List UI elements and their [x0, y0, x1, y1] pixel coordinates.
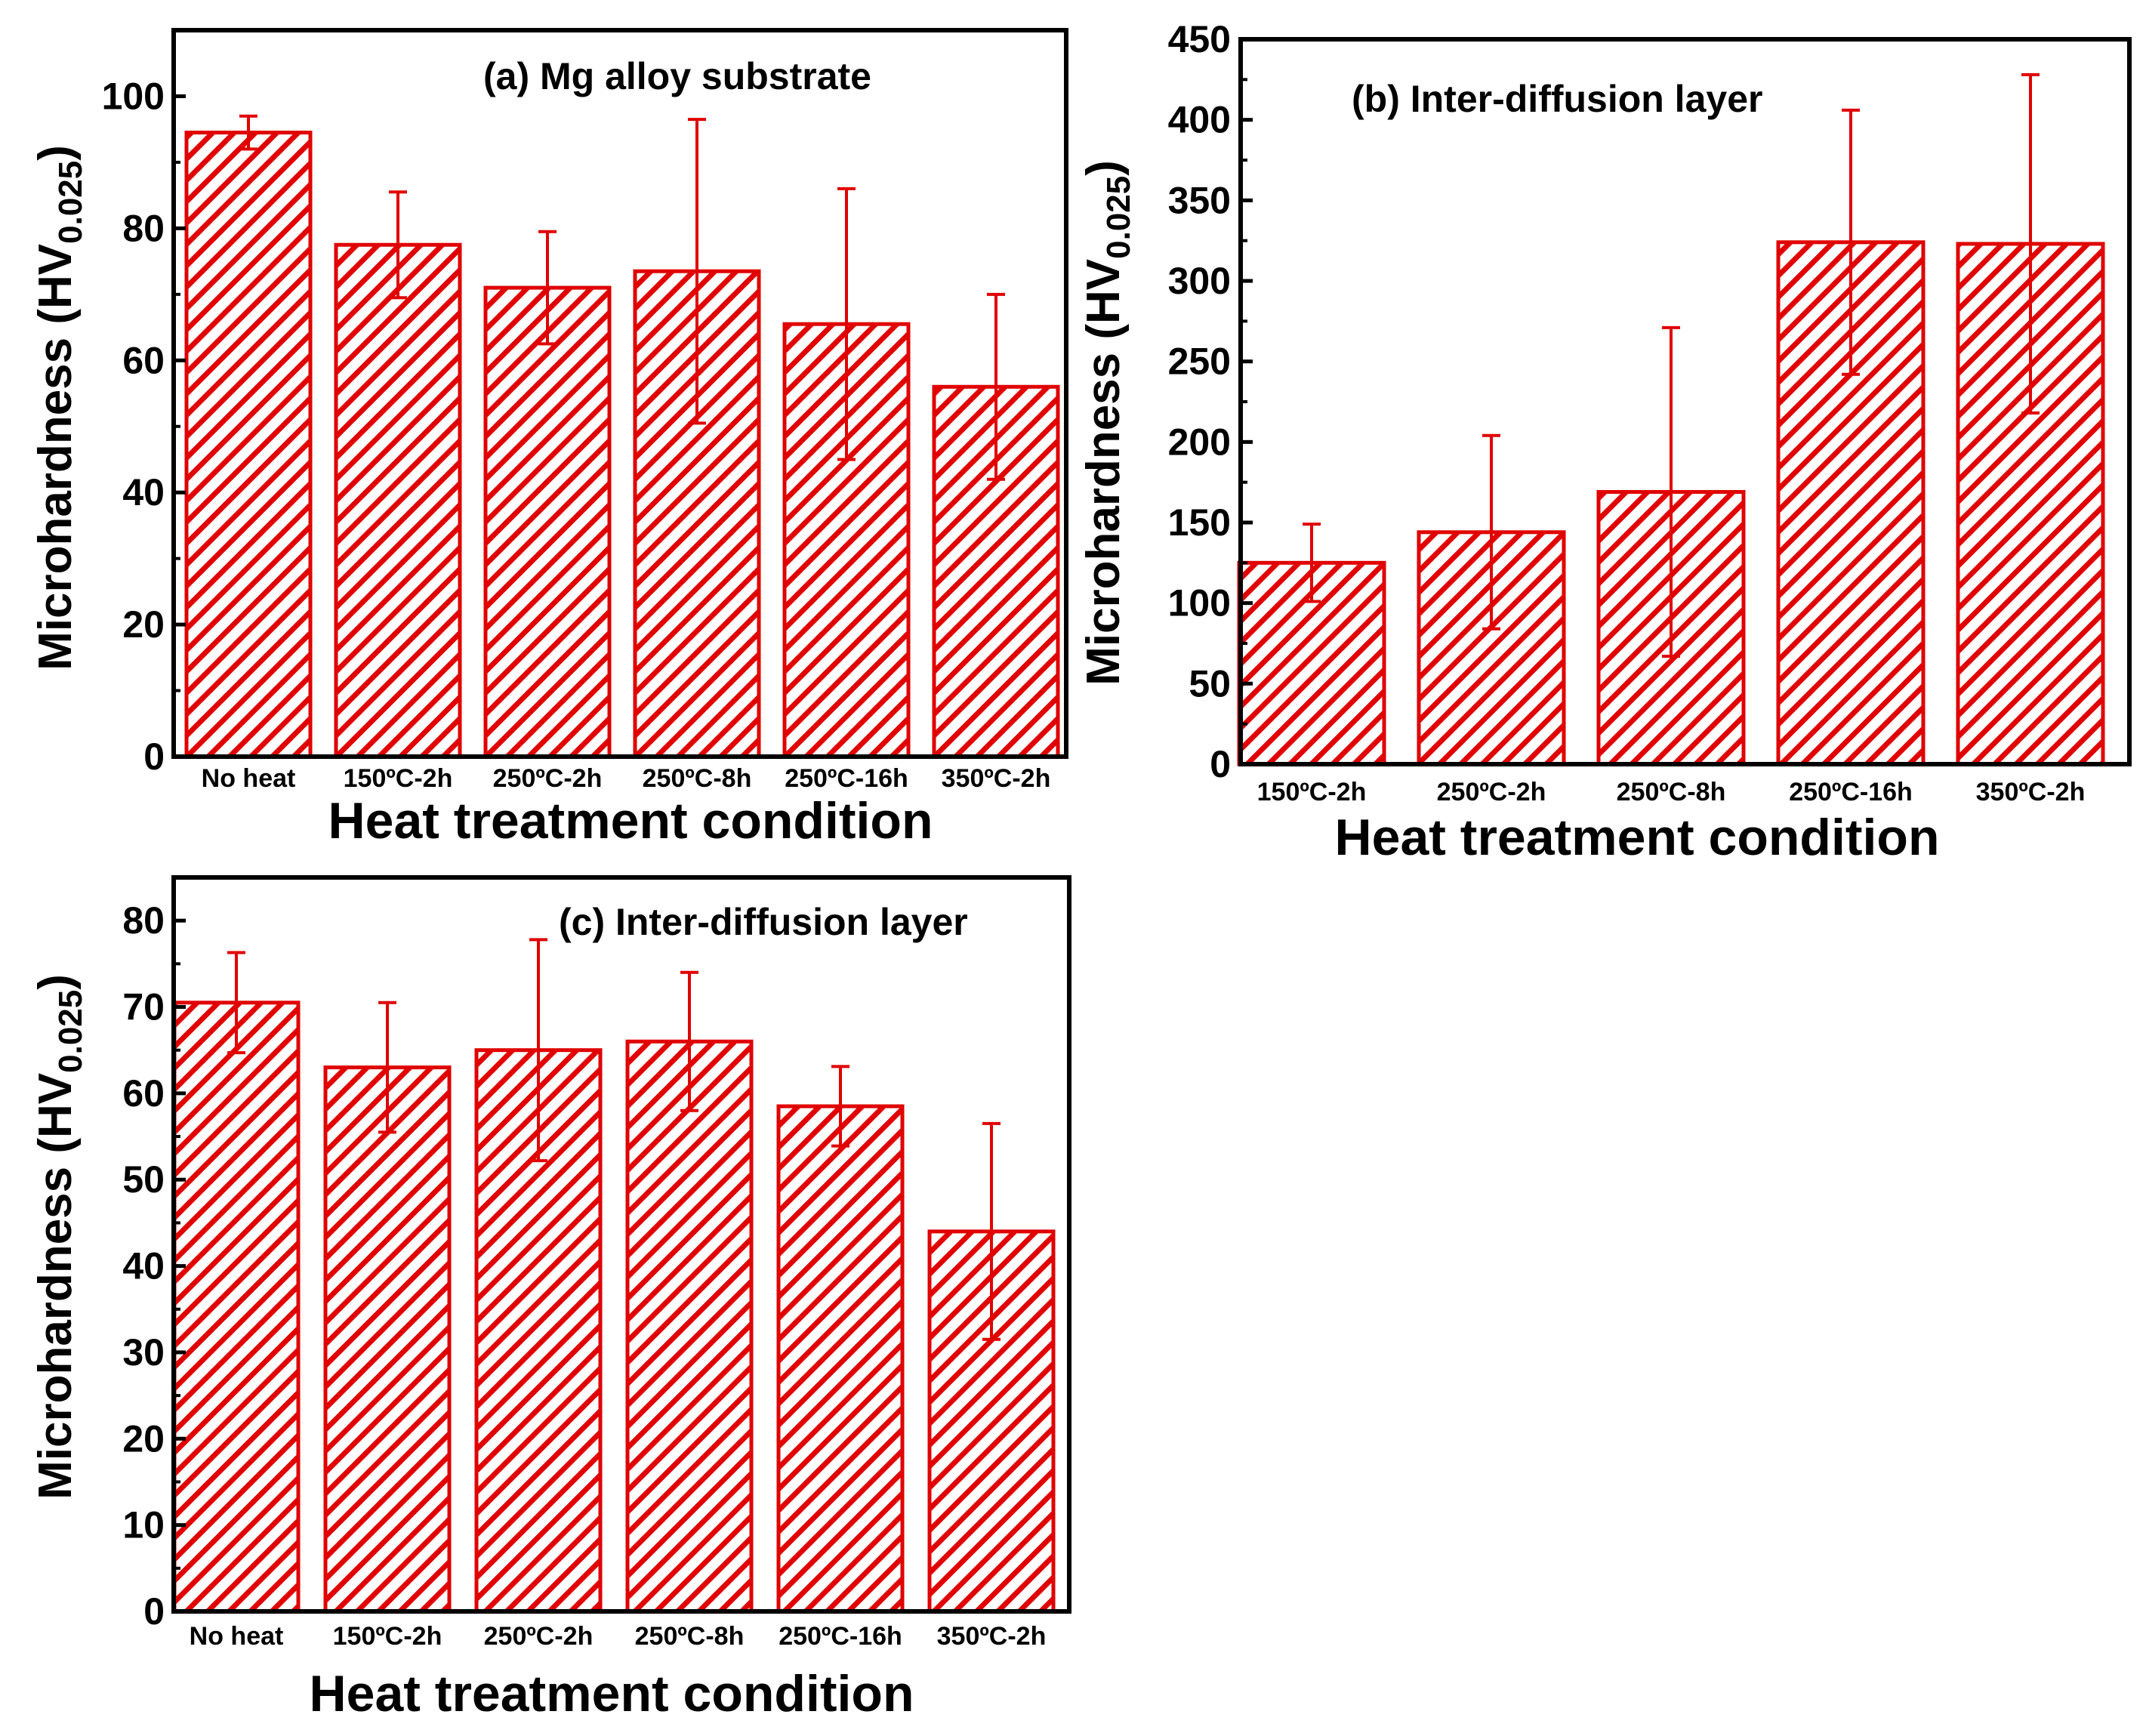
panel-a-y-axis-title: Microhardness (HV0.025) [29, 145, 89, 671]
x-tick-label: 250ºC-16h [1789, 778, 1913, 806]
panel-b-inter-diffusion-layer: 0 50 100 150 200 250 300 350 400 450 150ºC-2h 250º… [1078, 18, 2132, 866]
panel-b-x-axis-title: Heat treatment condition [1335, 809, 1940, 866]
y-tick-label: 0 [143, 1590, 165, 1633]
bar [625, 1039, 754, 1614]
panel-c-x-tick-labels: No heat 150ºC-2h 250ºC-2h 250ºC-8h 250ºC-16h… [190, 1622, 1047, 1651]
panel-b-y-axis-title-main: Microhardness (HV [1078, 259, 1130, 686]
y-tick-label: 300 [1168, 260, 1231, 302]
panel-c-bars [172, 938, 1056, 1614]
y-tick-label: 450 [1168, 18, 1231, 60]
panel-b-y-axis-title-sub: 0.025 [1100, 176, 1137, 259]
x-tick-label: 150ºC-2h [333, 1622, 442, 1651]
panel-b-plot-frame [1238, 37, 2132, 766]
y-tick-label: 80 [122, 207, 165, 249]
y-tick-label: 0 [143, 735, 165, 778]
panel-b-y-axis-title-close: ) [1078, 160, 1130, 176]
bar [323, 1065, 452, 1614]
x-tick-label: 350ºC-2h [937, 1622, 1047, 1651]
panel-b-y-axis-title: Microhardness (HV0.025) [1078, 160, 1137, 686]
y-tick-label: 30 [122, 1331, 165, 1374]
panel-b-bars [1237, 72, 2105, 766]
x-tick-label: 150ºC-2h [344, 764, 453, 793]
panel-b-title: (b) Inter-diffusion layer [1352, 78, 1762, 120]
y-tick-label: 150 [1168, 501, 1231, 544]
x-tick-label: 250ºC-8h [635, 1622, 745, 1651]
y-tick-label: 0 [1210, 743, 1231, 785]
panel-a-y-axis-title-close: ) [29, 145, 82, 161]
panel-b-x-tick-labels: 150ºC-2h 250ºC-2h 250ºC-8h 250ºC-16h 350ºC-2… [1257, 778, 2086, 806]
panel-a-title: (a) Mg alloy substrate [483, 55, 871, 97]
x-tick-label: 250ºC-2h [493, 764, 603, 793]
y-tick-label: 60 [122, 339, 165, 381]
y-tick-label: 50 [122, 1158, 165, 1201]
x-tick-label: 350ºC-2h [1976, 778, 2086, 806]
y-tick-label: 70 [122, 986, 165, 1028]
y-tick-label: 250 [1168, 341, 1231, 383]
y-tick-label: 350 [1168, 179, 1231, 221]
panel-c-plot-frame [171, 875, 1071, 1614]
y-tick-label: 10 [122, 1504, 165, 1546]
panel-a-y-axis-title-main: Microhardness (HV [29, 244, 82, 671]
panel-a-x-tick-labels: No heat 150ºC-2h 250ºC-2h 250ºC-8h 250ºC-16h… [202, 764, 1051, 793]
panel-a-plot-frame [171, 28, 1068, 759]
y-tick-label: 20 [122, 603, 165, 646]
x-tick-label: 250ºC-16h [779, 1622, 902, 1651]
x-tick-label: No heat [190, 1622, 284, 1651]
panel-a-y-ticks: 0 20 40 60 80 100 [102, 75, 186, 778]
panel-c-x-axis-title: Heat treatment condition [310, 1665, 914, 1722]
y-tick-label: 100 [1168, 582, 1231, 624]
y-tick-label: 20 [122, 1417, 165, 1460]
x-tick-label: No heat [202, 764, 296, 793]
y-tick-label: 50 [1189, 662, 1231, 705]
panel-a-x-axis-title: Heat treatment condition [328, 792, 933, 849]
x-tick-label: 250ºC-2h [484, 1622, 594, 1651]
panel-c-y-axis-title-close: ) [29, 974, 82, 990]
y-tick-label: 80 [122, 899, 165, 942]
panel-c-y-axis-title: Microhardness (HV0.025) [29, 974, 89, 1500]
panel-a-bars [184, 114, 1060, 759]
bar [776, 1104, 905, 1614]
panel-c-title: (c) Inter-diffusion layer [559, 901, 968, 943]
x-tick-label: 150ºC-2h [1257, 778, 1367, 806]
bar [483, 285, 612, 759]
y-tick-label: 60 [122, 1072, 165, 1115]
panel-c-y-axis-title-sub: 0.025 [52, 990, 89, 1073]
panel-c-y-ticks: 0 10 20 30 40 50 60 70 80 [122, 899, 186, 1633]
x-tick-label: 250ºC-8h [643, 764, 752, 793]
y-tick-label: 40 [122, 471, 165, 513]
y-tick-label: 100 [102, 75, 165, 117]
panel-c-inter-diffusion-layer: 0 10 20 30 40 50 60 70 80 No heat 150ºC-2h 250ºC-2… [29, 875, 1071, 1722]
bar [334, 242, 462, 759]
y-tick-label: 400 [1168, 99, 1231, 141]
x-tick-label: 250ºC-8h [1617, 778, 1726, 806]
panel-a-mg-alloy-substrate: 0 20 40 60 80 100 No heat 150ºC-2h 250ºC-2h 250º… [29, 28, 1068, 849]
panel-c-y-axis-title-main: Microhardness (HV [29, 1073, 82, 1500]
x-tick-label: 250ºC-2h [1437, 778, 1546, 806]
bar [184, 131, 313, 759]
y-tick-label: 200 [1168, 421, 1231, 463]
x-tick-label: 350ºC-2h [942, 764, 1051, 793]
y-tick-label: 40 [122, 1245, 165, 1287]
panel-a-y-axis-title-sub: 0.025 [52, 161, 89, 244]
x-tick-label: 250ºC-16h [785, 764, 908, 793]
bar [172, 1001, 301, 1614]
